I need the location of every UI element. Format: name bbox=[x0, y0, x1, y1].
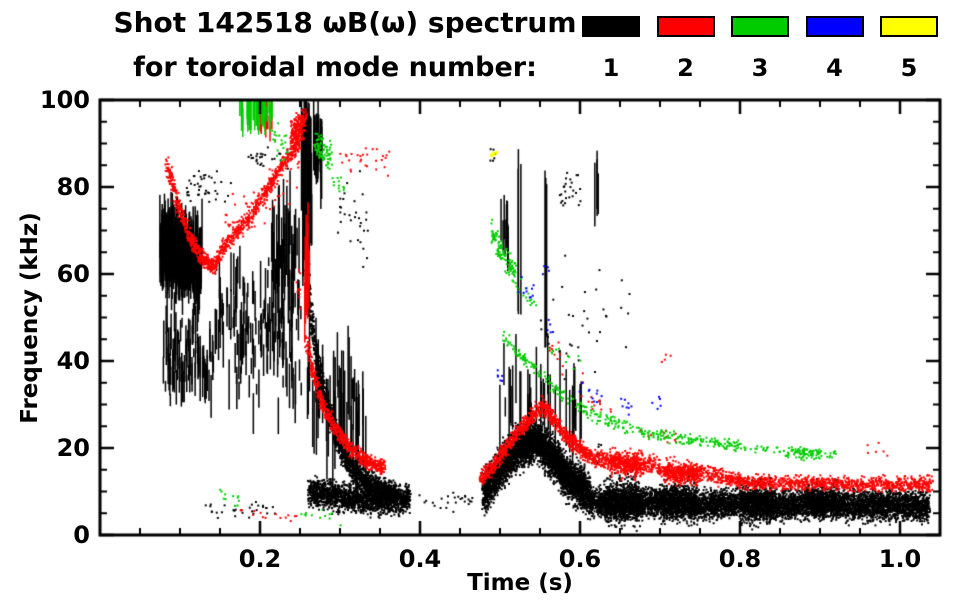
legend-swatch-mode-2 bbox=[656, 16, 715, 37]
x-axis-label: Time (s) bbox=[467, 570, 573, 596]
y-tick-label: 80 bbox=[56, 173, 90, 201]
legend-label-mode-2: 2 bbox=[677, 54, 694, 82]
legend-label-mode-1: 1 bbox=[602, 54, 620, 82]
y-tick-label: 20 bbox=[56, 434, 90, 462]
legend-swatch-mode-4 bbox=[805, 16, 864, 37]
legend-label-mode-3: 3 bbox=[751, 54, 769, 82]
y-tick-label: 60 bbox=[56, 260, 90, 288]
legend-swatch-mode-3 bbox=[731, 16, 789, 37]
legend-swatches bbox=[582, 16, 938, 37]
x-tick-label: 0.2 bbox=[238, 545, 282, 573]
chart-subtitle: for toroidal mode number: bbox=[133, 52, 537, 83]
y-axis-label: Frequency (kHz) bbox=[17, 212, 43, 424]
y-tick-label: 100 bbox=[39, 86, 90, 114]
legend-label-mode-4: 4 bbox=[826, 54, 843, 82]
chart-title: Shot 142518 ωB(ω) spectrum bbox=[113, 6, 577, 39]
x-tick-label: 1.0 bbox=[878, 545, 922, 573]
x-tick-label: 0.8 bbox=[718, 545, 762, 573]
legend-label-mode-5: 5 bbox=[900, 54, 918, 82]
legend-swatch-mode-5 bbox=[880, 16, 938, 37]
legend-numbers: 1 2 3 4 5 bbox=[582, 54, 938, 82]
y-tick-label: 40 bbox=[56, 347, 90, 375]
y-tick-label: 0 bbox=[73, 521, 90, 549]
legend-swatch-mode-1 bbox=[582, 16, 640, 37]
x-tick-label: 0.4 bbox=[398, 545, 442, 573]
x-tick-label: 0.6 bbox=[558, 545, 602, 573]
